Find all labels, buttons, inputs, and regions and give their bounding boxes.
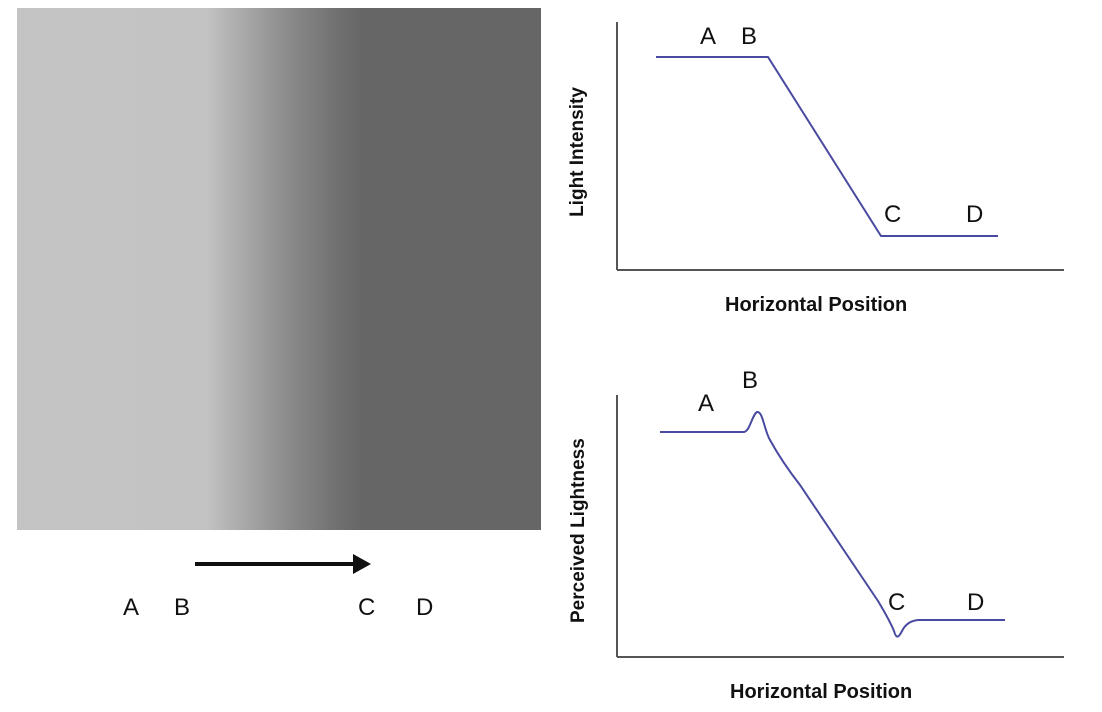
gradient-point-b: B (174, 594, 191, 621)
perceived-lightness-graph: A B C D Perceived Lightness Horizontal P… (560, 355, 1080, 712)
intensity-x-label: Horizontal Position (725, 294, 908, 316)
perceived-lightness-plot: A B C D (616, 367, 1064, 658)
intensity-point-a: A (700, 23, 716, 50)
direction-arrow-icon (195, 552, 375, 576)
lightness-y-label: Perceived Lightness (568, 438, 589, 623)
lightness-point-b: B (742, 367, 758, 394)
intensity-point-d: D (966, 201, 983, 228)
luminance-gradient (17, 8, 541, 530)
light-intensity-graph: A B C D Light Intensity Horizontal Posit… (560, 0, 1080, 330)
arrow-head (353, 554, 371, 574)
arrow-shaft (195, 562, 355, 566)
intensity-point-b: B (741, 23, 757, 50)
gradient-point-d: D (416, 594, 434, 621)
lightness-point-a: A (698, 390, 714, 417)
lightness-curve (660, 411, 1005, 638)
intensity-point-c: C (884, 201, 901, 228)
gradient-point-a: A (123, 594, 140, 621)
lightness-point-d: D (967, 589, 984, 616)
intensity-y-label: Light Intensity (567, 87, 588, 217)
light-intensity-plot: A B C D (616, 22, 1064, 271)
gradient-point-c: C (358, 594, 376, 621)
lightness-x-label: Horizontal Position (730, 681, 913, 703)
lightness-point-c: C (888, 589, 905, 616)
intensity-curve (656, 56, 998, 237)
